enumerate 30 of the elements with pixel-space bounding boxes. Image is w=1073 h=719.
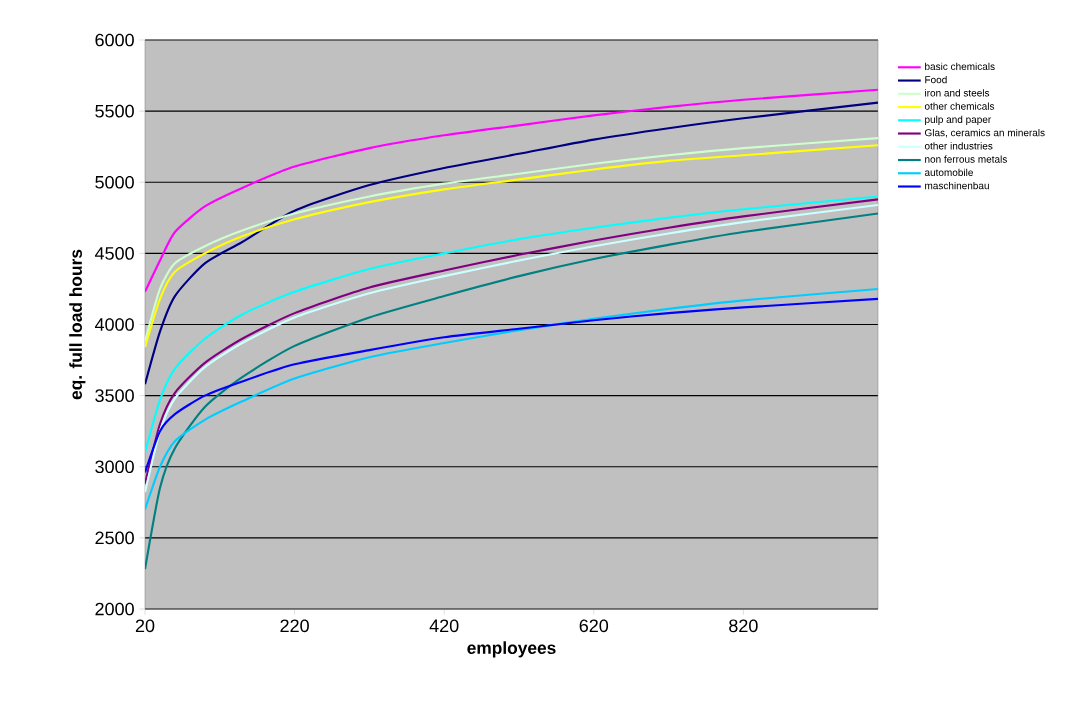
x-tick-label: 620 <box>579 619 609 633</box>
legend-label: other industries <box>924 142 993 150</box>
y-tick-label: 3500 <box>95 389 134 402</box>
x-tick-label: 20 <box>135 619 155 633</box>
line-series <box>145 297 878 474</box>
y-tick-label: 2500 <box>95 531 134 545</box>
x-tick-label: 220 <box>280 619 309 633</box>
y-tick-label: 2000 <box>95 602 134 616</box>
x-tick-label: 820 <box>729 619 758 633</box>
legend-label: pulp and paper <box>925 115 992 125</box>
legend-label: basic chemicals <box>925 62 995 71</box>
y-axis-title: eq. full load hours <box>69 249 86 400</box>
legend-label: non ferrous metals <box>925 155 1007 163</box>
legend-label: Food <box>925 75 947 84</box>
y-tick-label: 6000 <box>95 33 134 47</box>
y-tick-label: 4000 <box>94 318 134 331</box>
x-axis-title: employees <box>467 641 556 658</box>
line-series <box>145 101 878 386</box>
legend-label: Glas, ceramics an minerals <box>924 128 1045 138</box>
legend-label: maschinenbau <box>925 181 989 190</box>
legend-label: other chemicals <box>924 102 995 110</box>
y-tick-label: 5000 <box>95 175 134 189</box>
line-series <box>145 88 878 293</box>
legend-label: iron and steels <box>925 89 990 97</box>
x-tick-label: 420 <box>429 619 459 633</box>
y-tick-label: 4500 <box>94 247 134 260</box>
y-tick-label: 3000 <box>95 460 134 474</box>
y-tick-label: 5500 <box>95 104 134 118</box>
legend-label: automobile <box>924 168 973 176</box>
line-series <box>145 287 878 511</box>
